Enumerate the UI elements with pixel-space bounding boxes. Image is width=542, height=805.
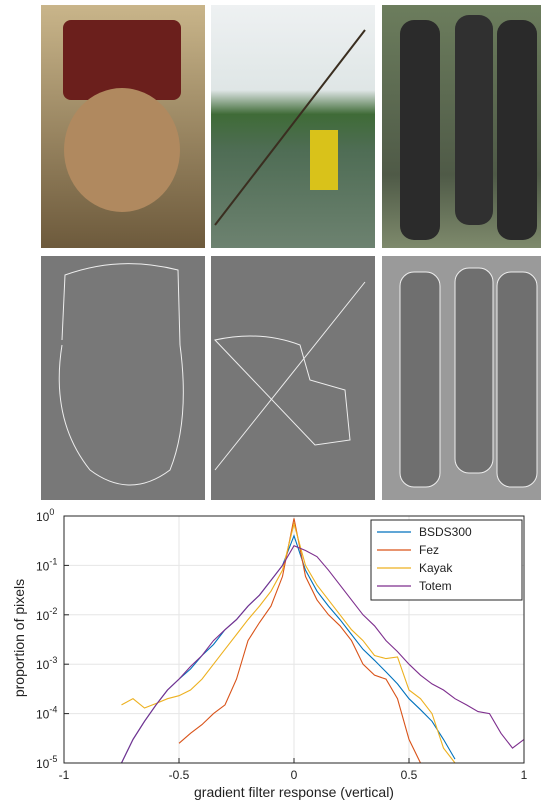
y-tick-label: 10-1: [36, 556, 57, 573]
legend-label: Totem: [419, 579, 452, 593]
y-axis-label: proportion of pixels: [11, 579, 27, 697]
y-tick-label: 10-5: [36, 754, 57, 771]
x-tick-label: 0.5: [401, 768, 418, 782]
legend-label: Kayak: [419, 561, 453, 575]
y-tick-exponent: -3: [49, 655, 57, 665]
skirt: [310, 130, 338, 190]
x-tick-label: 0: [291, 768, 298, 782]
legend-label: BSDS300: [419, 525, 472, 539]
y-tick-base: 10: [36, 658, 50, 672]
series-line: [121, 521, 456, 764]
edge-totem-shape: [454, 267, 494, 474]
y-tick-exponent: -2: [49, 606, 57, 616]
y-tick-base: 10: [36, 609, 50, 623]
edge-totem-shape: [496, 271, 538, 488]
y-tick-base: 10: [36, 757, 50, 771]
edge-fez: [41, 256, 205, 500]
x-tick-label: -0.5: [169, 768, 190, 782]
y-tick-exponent: -4: [49, 705, 57, 715]
y-tick-label: 10-2: [36, 606, 57, 623]
y-tick-label: 10-4: [36, 705, 57, 722]
edge-kayak: [211, 256, 375, 500]
edge-lines: [214, 281, 366, 471]
y-tick-base: 10: [36, 510, 50, 524]
edge-lines: [214, 335, 351, 446]
y-tick-label: 100: [36, 507, 54, 524]
edge-lines: [58, 263, 184, 486]
y-tick-exponent: 0: [49, 507, 54, 517]
x-tick-label: -1: [59, 768, 70, 782]
face: [64, 88, 180, 212]
y-tick-exponent: -1: [49, 556, 57, 566]
fez-hat: [63, 20, 181, 100]
totem: [400, 20, 440, 240]
chart: gradient filter response (vertical) prop…: [11, 507, 528, 800]
plot-frame: [63, 515, 525, 764]
y-tick-base: 10: [36, 708, 50, 722]
totem: [497, 20, 537, 240]
totem: [455, 15, 493, 225]
image-grid: [41, 5, 541, 500]
x-axis-label: gradient filter response (vertical): [194, 784, 394, 800]
photo-kayak: [211, 5, 375, 248]
x-tick-label: 1: [521, 768, 528, 782]
series-line: [121, 545, 525, 764]
y-tick-exponent: -5: [49, 754, 57, 764]
edge-totem-shape: [399, 271, 441, 488]
y-tick-label: 10-3: [36, 655, 57, 672]
pole: [214, 29, 366, 226]
legend-label: Fez: [419, 543, 439, 557]
legend-box: [370, 519, 523, 601]
y-tick-base: 10: [36, 559, 50, 573]
series-line: [178, 518, 421, 764]
